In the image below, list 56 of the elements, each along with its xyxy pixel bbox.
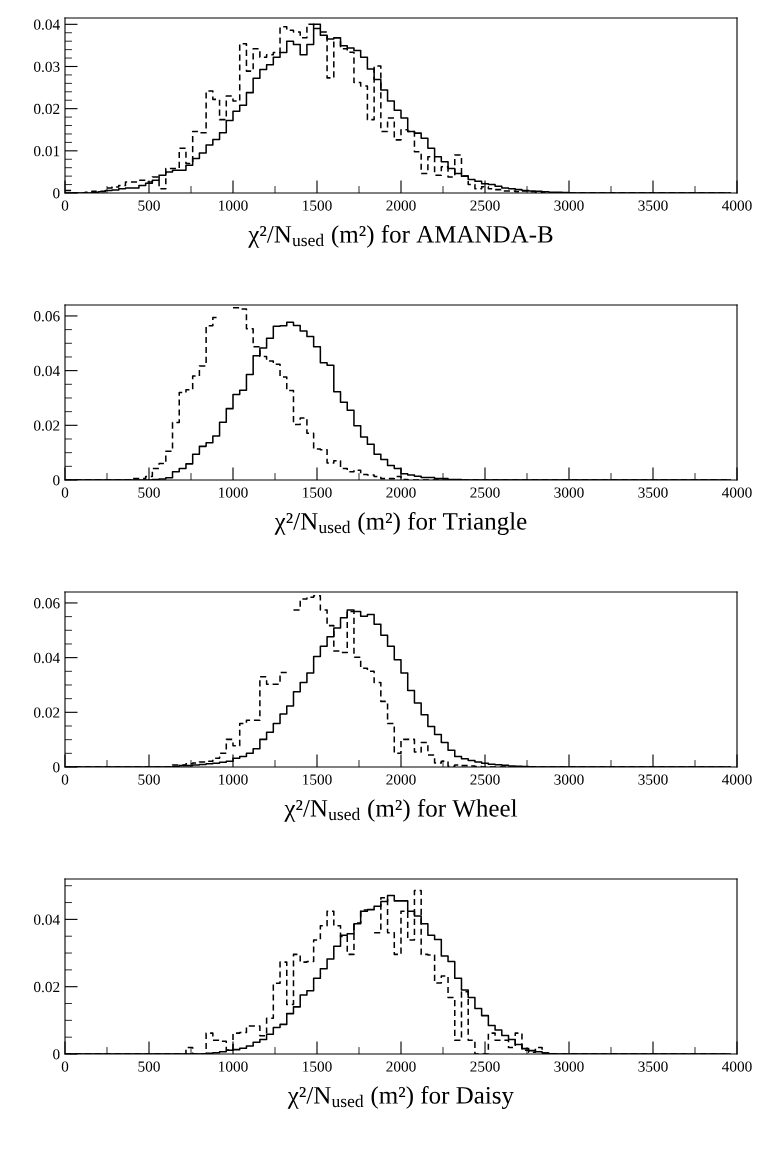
x-tick-label: 3500 [638, 200, 668, 211]
y-tick-label: 0.02 [33, 103, 60, 115]
x-tick-label: 2000 [386, 487, 416, 498]
y-tick-label: 0 [53, 1049, 60, 1060]
x-axis-title: χ²/N$_{used}$ (m²) for Daisy [287, 1085, 514, 1109]
y-tick-label: 0.01 [33, 145, 60, 157]
x-tick-label: 1000 [219, 487, 248, 498]
x-tick-label: 3000 [554, 200, 584, 211]
x-tick-label: 1000 [219, 200, 248, 211]
x-tick-label: 4000 [722, 487, 752, 498]
x-tick-label: 3500 [638, 774, 668, 785]
x-tick-label: 4000 [722, 774, 752, 785]
x-tick-label: 2500 [470, 200, 500, 211]
x-tick-label: 3000 [554, 1061, 584, 1072]
x-tick-label: 1000 [219, 774, 248, 785]
x-tick-label: 1500 [303, 774, 332, 785]
x-tick-label: 0 [61, 774, 69, 785]
x-axis-title: χ²/N$_{used}$ (m²) for Wheel [284, 798, 518, 822]
y-tick-label: 0.06 [33, 598, 60, 609]
y-tick-label: 0.04 [33, 914, 60, 925]
x-tick-label: 1500 [303, 1061, 332, 1072]
x-tick-label: 0 [61, 1061, 69, 1072]
x-tick-label: 3500 [638, 1061, 668, 1072]
y-tick-label: 0 [53, 762, 60, 773]
y-tick-label: 0.04 [33, 365, 60, 377]
y-tick-label: 0.02 [33, 707, 60, 718]
x-axis-title: χ²/N$_{used}$ (m²) for AMANDA-B [248, 224, 553, 248]
x-tick-label: 500 [138, 774, 160, 785]
x-tick-label: 3000 [554, 774, 584, 785]
y-tick-label: 0.02 [33, 420, 60, 431]
x-tick-label: 4000 [722, 200, 752, 211]
x-tick-label: 1500 [303, 200, 332, 211]
y-tick-label: 0.04 [33, 652, 60, 664]
y-tick-label: 0 [53, 475, 60, 486]
x-tick-label: 3000 [554, 487, 584, 498]
x-tick-label: 4000 [722, 1061, 752, 1072]
y-tick-label: 0.02 [33, 981, 60, 993]
y-tick-label: 0.03 [33, 61, 60, 73]
y-tick-label: 0.04 [33, 19, 60, 30]
y-tick-label: 0.06 [33, 311, 60, 322]
x-tick-label: 2000 [386, 200, 416, 211]
x-tick-label: 2500 [470, 1061, 500, 1072]
x-tick-label: 500 [138, 487, 160, 498]
x-tick-label: 500 [138, 1061, 160, 1072]
x-tick-label: 3500 [638, 487, 668, 498]
x-tick-label: 1500 [303, 487, 332, 498]
x-tick-label: 1000 [219, 1061, 248, 1072]
x-tick-label: 2000 [386, 774, 416, 785]
x-tick-label: 2500 [470, 487, 500, 498]
y-tick-label: 0 [53, 188, 60, 199]
x-tick-label: 0 [61, 200, 69, 211]
x-axis-title: χ²/N$_{used}$ (m²) for Triangle [274, 511, 527, 535]
x-tick-label: 2500 [470, 774, 500, 785]
x-tick-label: 2000 [386, 1061, 416, 1072]
x-tick-label: 500 [138, 200, 160, 211]
x-tick-label: 0 [61, 487, 69, 498]
